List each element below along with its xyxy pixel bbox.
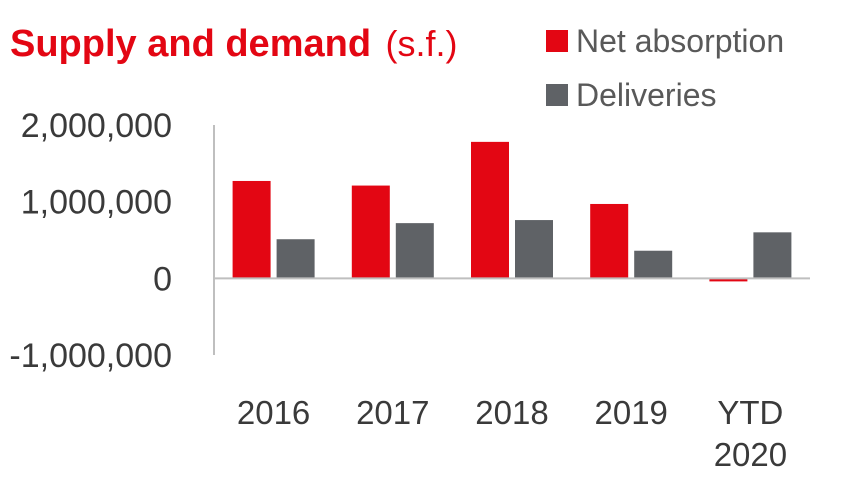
bar-deliveries-3 (634, 250, 673, 279)
y-tick-label-3: -1,000,000 (9, 337, 172, 375)
y-tick-label-0: 2,000,000 (21, 107, 172, 145)
legend-label-0: Net absorption (576, 23, 784, 59)
bar-net-absorption-0 (232, 180, 271, 279)
chart-legend: Net absorption Deliveries (546, 23, 784, 113)
bar-deliveries-1 (395, 223, 434, 279)
bars (232, 141, 792, 282)
legend-swatch-0 (546, 30, 568, 52)
bar-net-absorption-3 (590, 203, 629, 279)
y-axis-tick-labels: 2,000,000 1,000,000 0 -1,000,000 (9, 107, 172, 375)
bar-deliveries-2 (515, 220, 553, 279)
chart-title-unit: (s.f.) (386, 23, 458, 64)
legend-label-1: Deliveries (576, 77, 716, 113)
x-tick-label-0: 2016 (237, 394, 310, 431)
bar-deliveries-0 (276, 239, 315, 279)
x-tick-label-4: YTD 2020 (714, 394, 787, 473)
y-tick-label-2: 0 (153, 260, 172, 298)
legend-swatch-1 (546, 84, 568, 106)
x-tick-label-2: 2018 (475, 394, 548, 431)
y-tick-label-1: 1,000,000 (21, 184, 172, 222)
bar-deliveries-4 (753, 232, 792, 279)
bar-net-absorption-2 (471, 141, 509, 279)
x-tick-label-3: 2019 (594, 394, 667, 431)
bar-net-absorption-1 (351, 185, 390, 279)
chart-title-main: Supply and demand (10, 23, 371, 65)
bar-net-absorption-4 (709, 278, 748, 282)
x-axis-tick-labels: 2016 2017 2018 2019 YTD 2020 (237, 394, 787, 473)
axes (213, 125, 810, 355)
x-tick-label-1: 2017 (356, 394, 429, 431)
chart-title: Supply and demand (s.f.) (10, 23, 457, 65)
